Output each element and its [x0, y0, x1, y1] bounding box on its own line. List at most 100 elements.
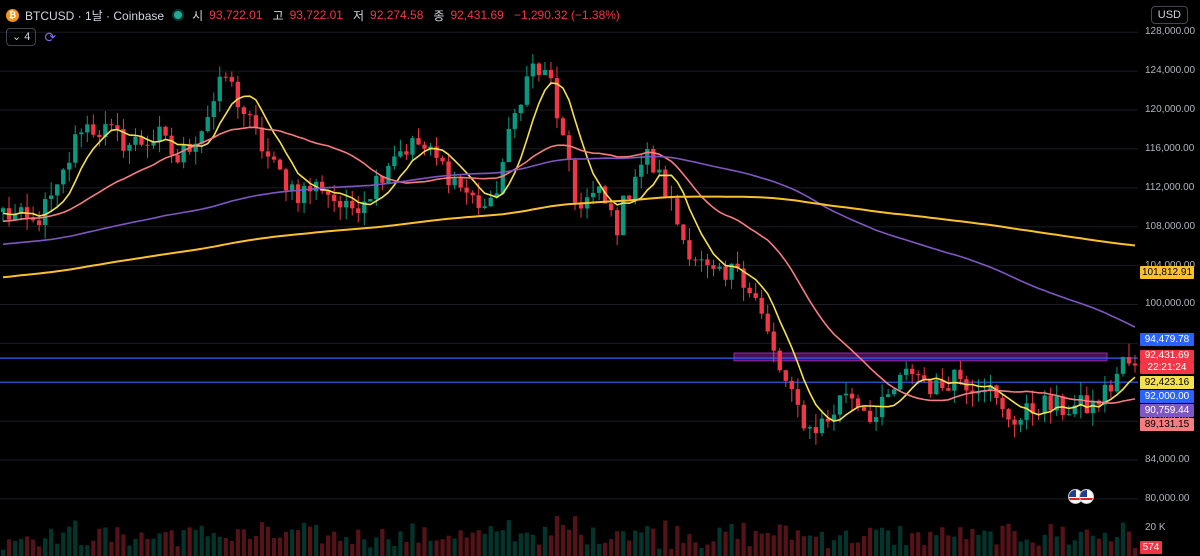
candle: [127, 144, 132, 151]
volume-bar: [43, 538, 48, 556]
volume-bar: [428, 540, 433, 556]
volume-bar: [1012, 531, 1017, 556]
indicators-toggle-button[interactable]: ⌄ 4: [6, 28, 37, 46]
candle: [976, 392, 981, 394]
candle: [699, 259, 704, 261]
volume-bar: [1096, 538, 1101, 556]
candle: [301, 185, 307, 203]
volume-bar: [392, 545, 397, 556]
candle: [578, 202, 584, 209]
candle: [867, 410, 873, 422]
candle: [169, 135, 174, 155]
candle: [1000, 397, 1005, 410]
candle: [434, 146, 439, 158]
candle: [392, 156, 397, 166]
candle: [235, 81, 241, 108]
line-a-price-tag: 94,479.78: [1140, 333, 1194, 346]
candle: [410, 138, 415, 155]
volume-bar: [837, 535, 843, 556]
volume-bar: [332, 531, 337, 556]
volume-bar: [241, 529, 246, 556]
symbol-title[interactable]: BTCUSD · 1날 · Coinbase: [25, 8, 165, 23]
volume-bar: [301, 522, 307, 556]
candle: [801, 404, 806, 429]
countdown-tag: 22:21:24: [1140, 362, 1194, 374]
volume-bar: [307, 526, 313, 556]
volume-bar: [1108, 541, 1114, 556]
volume-bar: [133, 538, 138, 556]
volume-bar: [85, 545, 90, 556]
volume-bar: [163, 532, 168, 556]
candle: [205, 117, 210, 132]
candle: [151, 141, 156, 146]
volume-bar: [199, 525, 204, 556]
volume-bar: [693, 542, 698, 556]
candle: [121, 129, 126, 151]
candle: [247, 114, 253, 116]
volume-bar: [103, 527, 108, 556]
candle: [970, 390, 975, 394]
volume-bar: [265, 526, 271, 556]
candle: [566, 135, 572, 160]
candle: [1102, 384, 1108, 405]
volume-bar: [398, 531, 403, 556]
volume-bar: [603, 542, 608, 556]
candle: [91, 124, 96, 135]
volume-bar: [24, 536, 30, 556]
candle: [753, 293, 758, 298]
candle: [338, 201, 343, 208]
volume-bar: [55, 543, 60, 556]
candle: [500, 162, 505, 194]
candle: [494, 193, 499, 198]
candle: [885, 394, 891, 397]
candle: [356, 208, 361, 213]
volume-bar: [681, 542, 686, 556]
candle: [723, 266, 728, 280]
volume-bar: [765, 532, 770, 556]
volume-bar: [1030, 542, 1035, 556]
candle: [193, 143, 198, 152]
volume-bar: [946, 535, 951, 556]
volume-bar: [952, 536, 957, 556]
volume-bar: [813, 536, 818, 556]
volume-bar: [747, 546, 752, 556]
volume-bar: [1120, 522, 1126, 556]
candle: [61, 169, 66, 185]
volume-bar: [217, 536, 222, 556]
volume-bar: [711, 541, 716, 556]
volume-bar: [717, 527, 722, 556]
volume-bar: [458, 530, 463, 556]
volume-bar: [79, 545, 84, 556]
volume-bar: [970, 528, 975, 556]
volume-bar: [247, 538, 252, 556]
volume-bar: [121, 534, 126, 556]
ma25-line: [2, 126, 1136, 405]
volume-bar: [964, 539, 969, 556]
candle: [259, 127, 265, 152]
candle: [217, 76, 222, 102]
volume-bar: [338, 540, 343, 556]
candle: [1120, 357, 1126, 374]
resistance-zone: [733, 352, 1108, 362]
price-axis-tick-label: 84,000.00: [1145, 453, 1190, 465]
candle: [735, 263, 740, 269]
candle: [380, 175, 385, 183]
candle: [512, 113, 517, 129]
volume-bar: [922, 544, 927, 556]
price-axis-tick-label: 104,000.00: [1145, 260, 1195, 271]
candle: [855, 398, 861, 408]
candle: [789, 380, 794, 390]
volume-bar: [831, 540, 837, 556]
volume-bar: [699, 548, 704, 556]
candle: [506, 128, 511, 163]
indicators-count: 4: [24, 31, 31, 43]
candle: [1132, 363, 1138, 366]
price-axis-tick-label: 80,000.00: [1145, 492, 1190, 504]
currency-select[interactable]: USD: [1150, 6, 1188, 24]
refresh-icon[interactable]: ⟳: [44, 29, 57, 45]
candle: [368, 199, 373, 202]
economic-events-icon[interactable]: [1068, 489, 1094, 504]
volume-bar: [705, 544, 710, 556]
symbol-header: ₿ BTCUSD · 1날 · Coinbase 시 93,722.01 고 93,…: [6, 6, 624, 24]
